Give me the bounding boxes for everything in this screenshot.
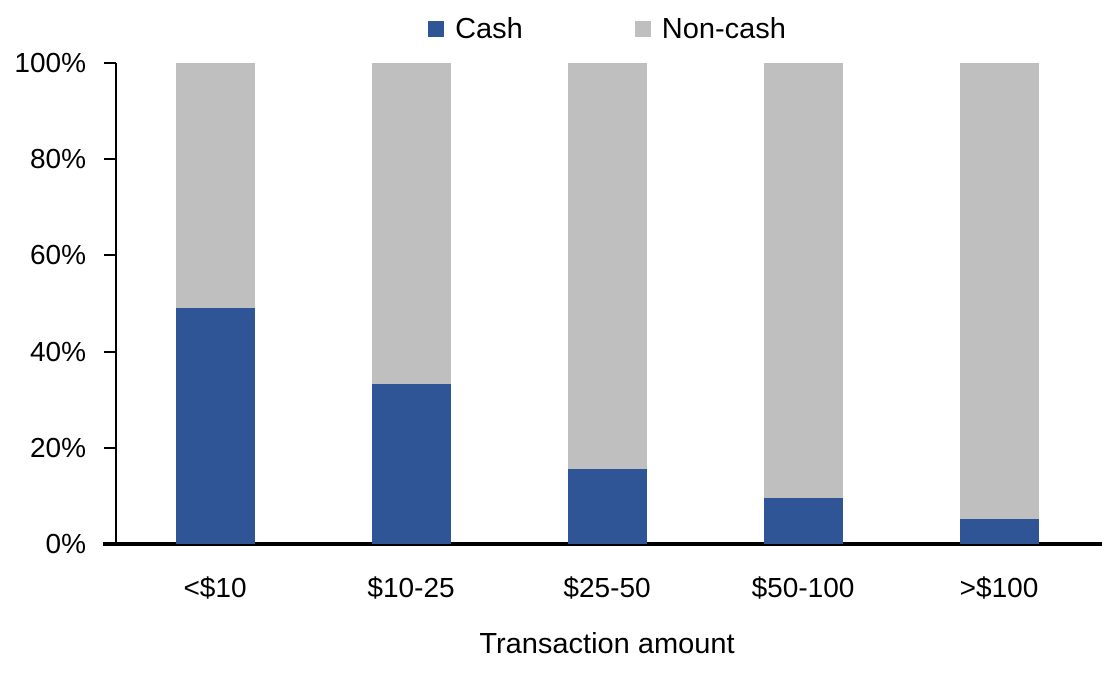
y-axis-tick-mark: [104, 62, 116, 64]
y-axis-tick-mark: [104, 254, 116, 257]
y-axis-tick-mark: [104, 158, 116, 161]
legend-item-non-cash: Non-cash: [634, 10, 786, 48]
bar-segment-cash: [763, 498, 843, 544]
bar-segment-cash: [959, 518, 1039, 544]
x-axis-title: Transaction amount: [479, 628, 735, 660]
y-axis-tick-label: 20%: [29, 431, 86, 463]
bar-segment-non-cash: [959, 63, 1039, 519]
x-axis-category-label: <$10: [183, 572, 247, 603]
cash-legend-swatch: [428, 21, 445, 37]
legend: Cash Non-cash: [117, 10, 1097, 48]
y-axis-line: [115, 63, 117, 544]
bar-segment-non-cash: [371, 63, 451, 384]
bar-segment-cash: [567, 469, 647, 544]
x-axis-category-label: $25-50: [563, 572, 651, 603]
y-axis-tick-label: 60%: [29, 239, 86, 271]
bar-segment-non-cash: [763, 63, 843, 499]
x-axis-category-label: $10-25: [367, 572, 455, 603]
non-cash-legend-swatch: [634, 21, 651, 37]
y-axis-tick-label: 0%: [45, 528, 86, 559]
x-axis-category-label: >$100: [959, 572, 1039, 603]
y-axis-tick-label: 80%: [29, 143, 86, 175]
x-axis-line: [103, 542, 1102, 546]
bar-segment-non-cash: [175, 63, 255, 309]
y-axis-tick-mark: [104, 350, 116, 353]
y-axis-tick-mark: [104, 446, 116, 449]
bar-segment-non-cash: [567, 63, 647, 470]
cash-legend-label: Cash: [455, 13, 523, 45]
legend-item-cash: Cash: [428, 10, 523, 48]
y-axis-tick-mark: [104, 543, 116, 545]
x-axis-category-label: $50-100: [751, 572, 855, 603]
y-axis-tick-label: 100%: [14, 47, 86, 78]
bar-segment-cash: [371, 383, 451, 544]
y-axis-tick-label: 40%: [29, 335, 86, 367]
non-cash-legend-label: Non-cash: [661, 13, 786, 45]
bar-segment-cash: [175, 308, 255, 544]
